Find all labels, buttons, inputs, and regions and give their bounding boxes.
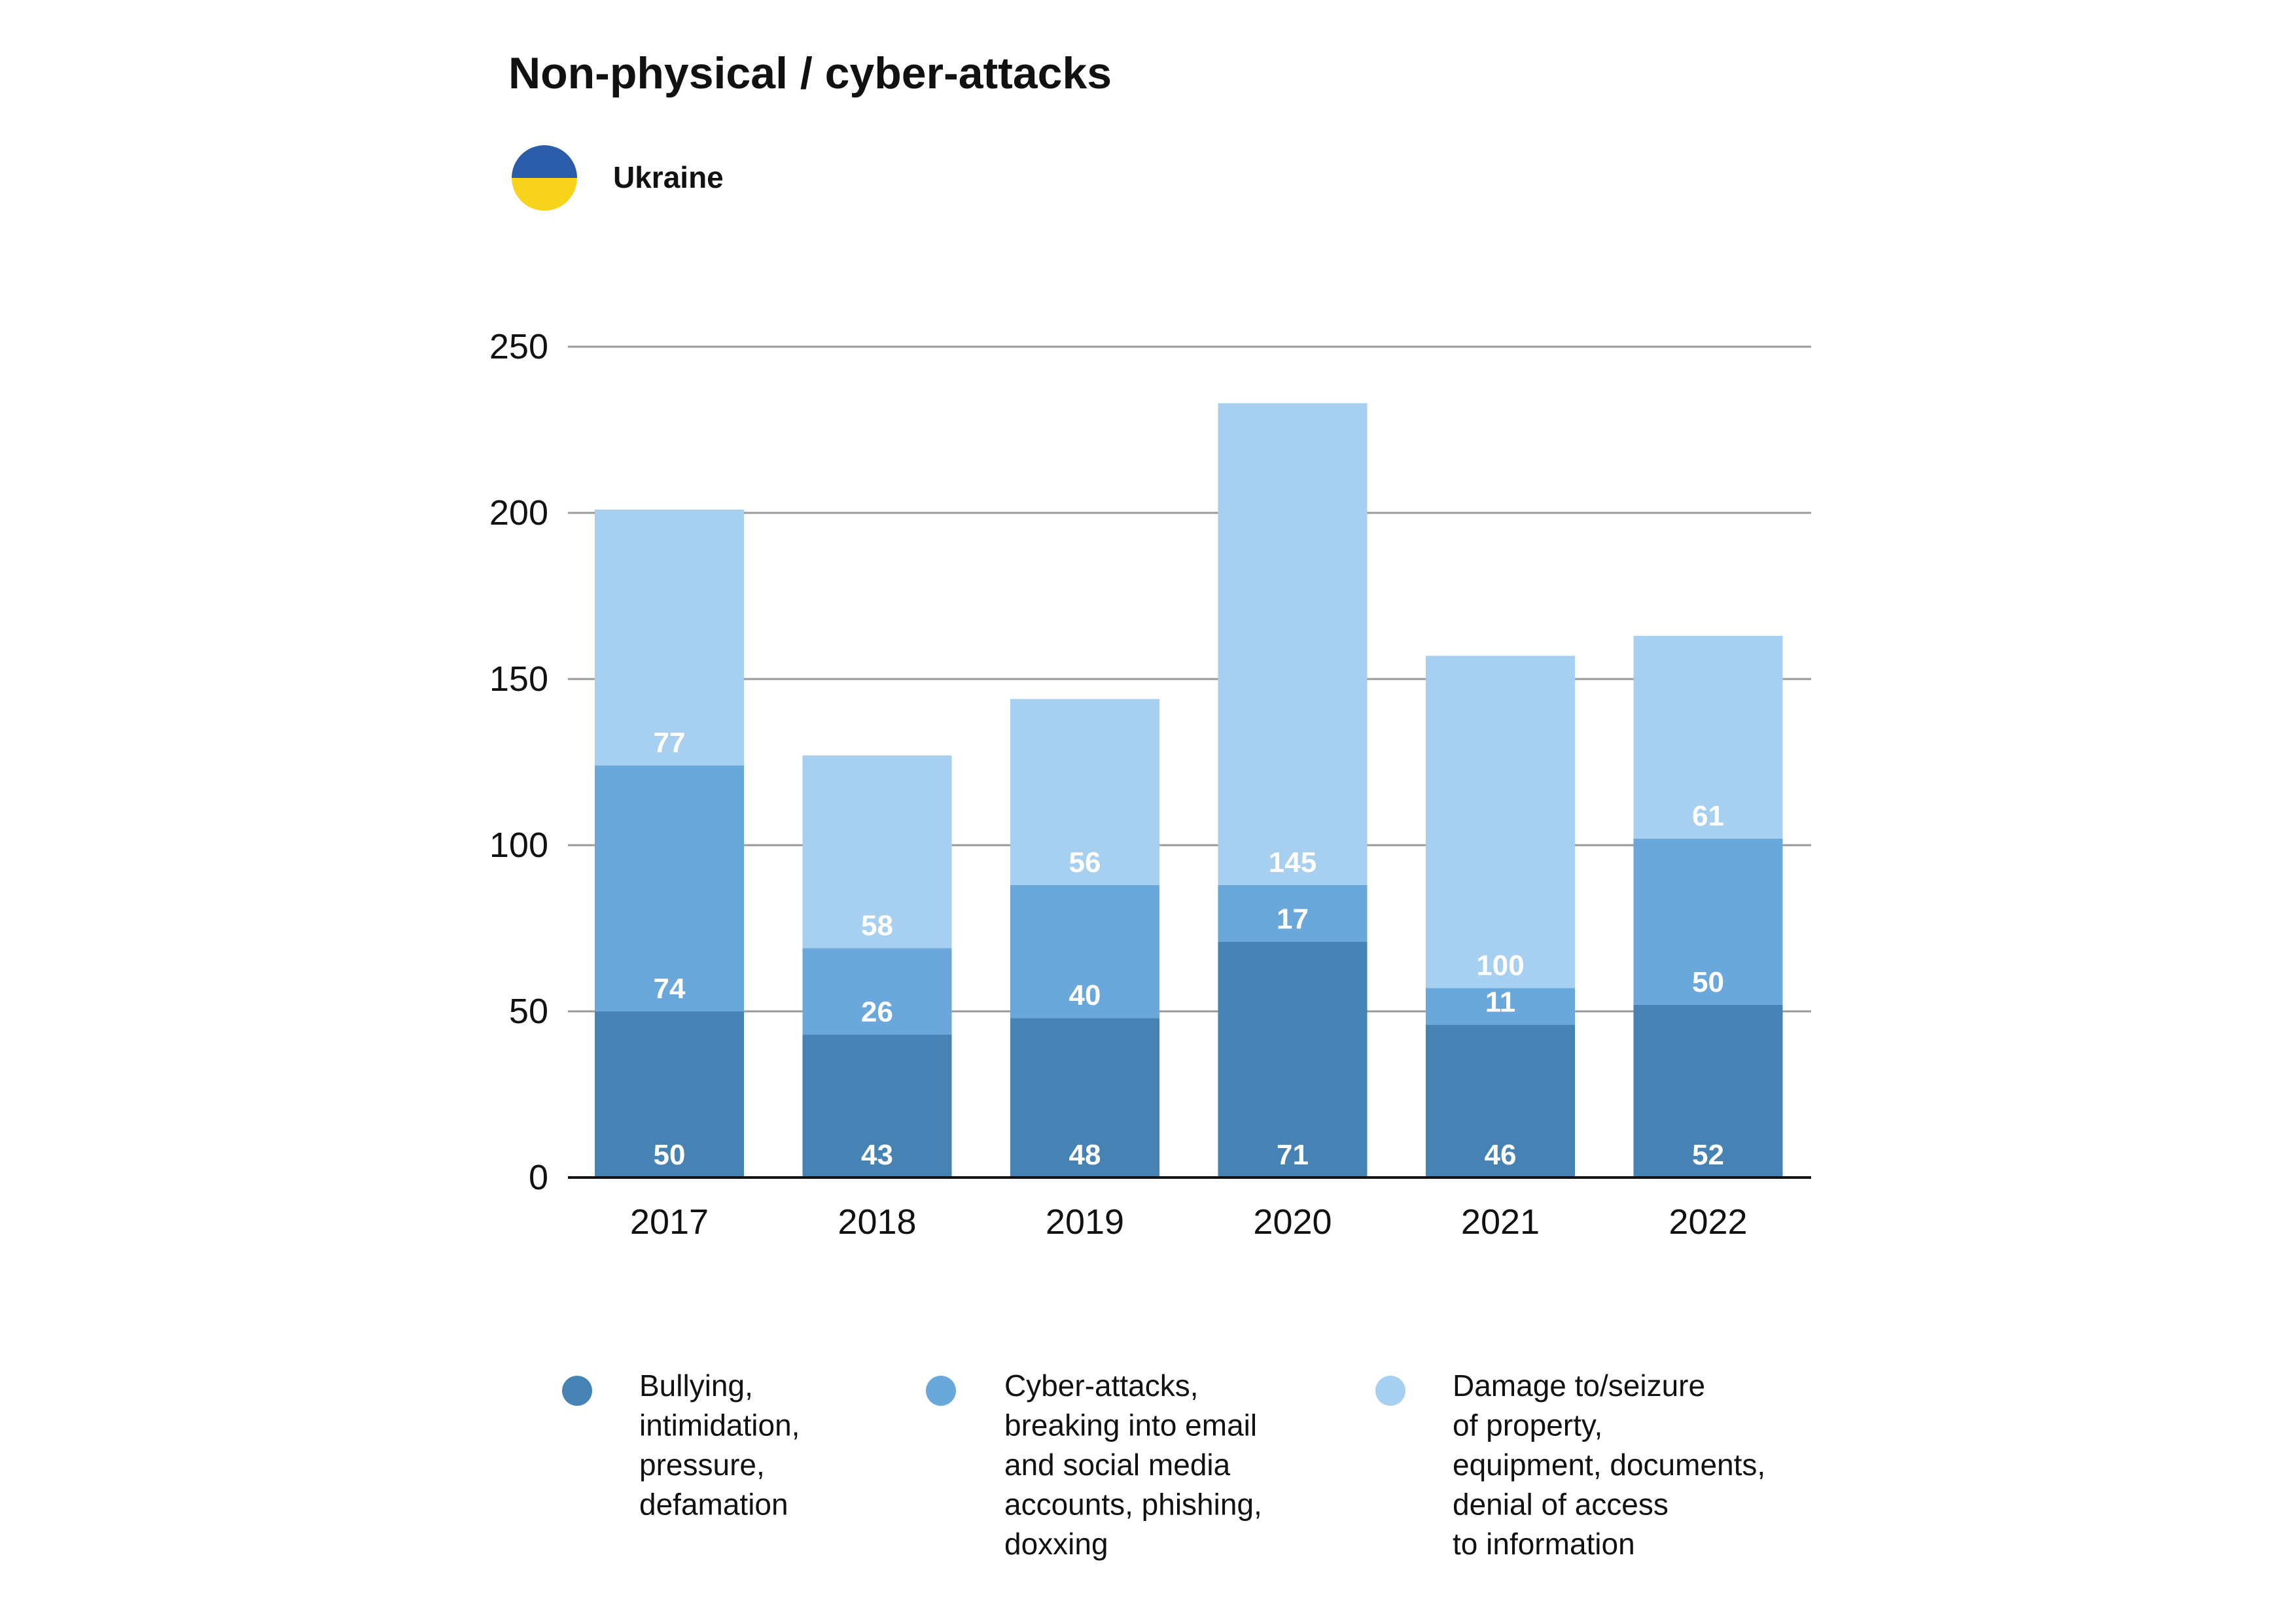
x-tick-label: 2017 — [630, 1202, 709, 1242]
y-tick-label: 150 — [489, 659, 548, 699]
legend: Bullying, intimidation, pressure, defamatio… — [562, 1369, 1765, 1561]
data-label: 46 — [1485, 1139, 1517, 1171]
y-tick-label: 50 — [509, 992, 548, 1031]
x-tick-label: 2022 — [1669, 1202, 1747, 1242]
legend-swatch — [1375, 1376, 1405, 1406]
y-tick-label: 200 — [489, 493, 548, 532]
data-label: 17 — [1277, 903, 1309, 935]
data-label: 52 — [1692, 1139, 1724, 1171]
y-axis-ticks: 0 50 100 150 200 250 — [489, 327, 548, 1197]
bar-segment — [1218, 884, 1368, 942]
bar-segment — [595, 1011, 744, 1178]
data-label: 50 — [654, 1139, 686, 1171]
y-tick-label: 250 — [489, 327, 548, 366]
x-tick-label: 2021 — [1461, 1202, 1540, 1242]
legend-swatch — [926, 1376, 956, 1406]
bars — [595, 403, 1783, 1178]
bar-segment — [802, 1034, 952, 1178]
bar-segment — [595, 509, 744, 766]
data-label: 48 — [1069, 1139, 1101, 1171]
bar-segment — [1010, 699, 1159, 885]
legend-item: Bullying, intimidation, pressure, defamatio… — [562, 1369, 800, 1522]
data-label: 100 — [1476, 949, 1524, 981]
gridlines — [568, 345, 1811, 1013]
legend-item: Cyber-attacks, breaking into email and soc… — [926, 1369, 1262, 1561]
y-tick-label: 0 — [529, 1158, 548, 1197]
legend-label-line: defamation — [639, 1488, 788, 1522]
legend-label: Cyber-attacks, breaking into email and soc… — [1004, 1369, 1262, 1561]
legend-label-line: to information — [1453, 1527, 1635, 1561]
data-label: 61 — [1692, 800, 1724, 832]
x-tick-label: 2018 — [838, 1202, 916, 1242]
data-label: 43 — [861, 1139, 893, 1171]
bar-segment — [1218, 403, 1368, 885]
bar-segment — [802, 755, 952, 949]
legend-label-line: Cyber-attacks, — [1004, 1369, 1199, 1403]
y-tick-label: 100 — [489, 826, 548, 865]
x-axis-ticks: 2017 2018 2019 2020 2021 2022 — [630, 1202, 1748, 1242]
data-label: 26 — [861, 996, 893, 1028]
legend-label-line: Bullying, — [639, 1369, 753, 1403]
legend-label-line: pressure, — [639, 1448, 765, 1482]
data-labels: 50 74 77 43 26 58 48 40 56 71 17 145 46 11 100 52 50 61 — [654, 727, 1724, 1171]
bar-segment — [1633, 838, 1783, 1005]
data-label: 71 — [1277, 1139, 1309, 1171]
data-label: 50 — [1692, 966, 1724, 998]
legend-label-line: breaking into email — [1004, 1408, 1257, 1442]
data-label: 40 — [1069, 979, 1101, 1011]
legend-label-line: of property, — [1453, 1408, 1602, 1442]
bar-segment — [802, 948, 952, 1035]
bar-segment — [1010, 1018, 1159, 1178]
data-label: 56 — [1069, 846, 1101, 879]
bar-segment — [1426, 988, 1575, 1025]
data-label: 77 — [654, 727, 686, 759]
x-tick-label: 2020 — [1253, 1202, 1332, 1242]
bar-segment — [1633, 1004, 1783, 1178]
legend-label-line: doxxing — [1004, 1527, 1108, 1561]
country-label: Ukraine — [613, 160, 724, 194]
legend-label-line: accounts, phishing, — [1004, 1488, 1262, 1522]
legend-label-line: Damage to/seizure — [1453, 1369, 1705, 1403]
data-label: 11 — [1485, 986, 1516, 1018]
data-label: 58 — [861, 909, 893, 941]
legend-label-line: equipment, documents, — [1453, 1448, 1765, 1482]
bar-segment — [1010, 884, 1159, 1019]
legend-label: Bullying, intimidation, pressure, defamatio… — [639, 1369, 800, 1522]
bar-segment — [1633, 635, 1783, 839]
legend-label-line: intimidation, — [639, 1408, 800, 1442]
data-label: 74 — [654, 973, 686, 1005]
bar-segment — [595, 765, 744, 1011]
legend-label-line: denial of access — [1453, 1488, 1669, 1522]
legend-swatch — [562, 1376, 592, 1406]
legend-label: Damage to/seizure of property, equipment, … — [1453, 1369, 1765, 1561]
data-label: 145 — [1269, 846, 1316, 879]
bar-segment — [1218, 941, 1368, 1178]
x-tick-label: 2019 — [1046, 1202, 1124, 1242]
legend-item: Damage to/seizure of property, equipment, … — [1375, 1369, 1765, 1561]
legend-label-line: and social media — [1004, 1448, 1231, 1482]
chart-title: Non-physical / cyber-attacks — [508, 48, 1112, 98]
country-flag-icon — [512, 145, 577, 211]
bar-segment — [1426, 1024, 1575, 1178]
bar-segment — [1426, 655, 1575, 988]
